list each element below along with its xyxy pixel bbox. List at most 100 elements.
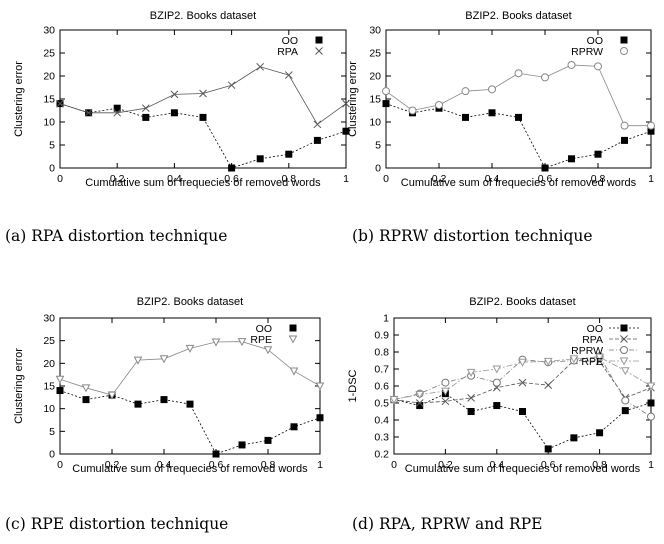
data-point	[621, 407, 629, 415]
data-point	[263, 346, 273, 355]
y-tick-label: 20	[369, 71, 381, 83]
x-tick-label: 0.4	[489, 459, 504, 471]
data-point	[107, 391, 117, 400]
legend-marker-stroke-b	[315, 47, 323, 55]
x-tick-label: 1	[648, 459, 654, 471]
x-axis-label: Cumulative sum of frequecies of removed …	[85, 177, 321, 189]
x-tick-label: 0.2	[438, 459, 453, 471]
legend-marker	[619, 357, 629, 366]
data-point	[284, 71, 293, 79]
data-point	[133, 356, 143, 365]
data-point-stroke-b	[56, 99, 64, 108]
y-tick-label: 5	[375, 140, 381, 152]
x-axis-label: Cumulative sum of frequecies of removed …	[405, 463, 641, 475]
x-tick-label: 0.8	[261, 459, 276, 471]
data-point	[160, 396, 168, 404]
data-point	[435, 100, 443, 109]
data-point	[56, 387, 64, 395]
data-point	[441, 378, 450, 387]
data-point-stroke-b	[284, 71, 293, 79]
series-line	[385, 103, 652, 169]
chart-title: BZIP2. Books dataset	[469, 296, 575, 308]
chart-title: BZIP2. Books dataset	[465, 10, 571, 22]
legend-label: OO	[282, 35, 298, 47]
x-tick-label: 0.4	[157, 459, 172, 471]
data-point	[570, 434, 578, 442]
data-point	[415, 391, 425, 400]
series-oo	[382, 100, 655, 172]
chart-title: BZIP2. Books dataset	[137, 296, 243, 308]
data-point	[342, 127, 350, 135]
data-point	[488, 109, 496, 117]
y-tick-label: 15	[369, 94, 381, 106]
y-tick-label: 5	[49, 140, 55, 152]
y-tick-label: 25	[43, 335, 55, 347]
data-point	[647, 121, 655, 130]
data-point	[544, 381, 553, 390]
legend-marker	[315, 47, 323, 55]
x-tick-label: 0.2	[110, 173, 125, 185]
data-point	[289, 367, 299, 376]
data-point	[514, 69, 523, 78]
data-point	[519, 408, 526, 415]
legend-label: OO	[587, 323, 603, 335]
data-point	[620, 121, 629, 130]
chart-panel-1: BZIP2. Books dataset 0 5 10 15 20 25 30 0 0.2 0.4 0…	[5, 10, 350, 245]
x-tick-label: 0.4	[485, 173, 500, 185]
data-point	[647, 399, 655, 407]
y-tick-label: 10	[43, 403, 55, 415]
legend-label: RPRW	[571, 345, 603, 357]
data-point	[567, 60, 576, 69]
data-point	[492, 378, 501, 387]
series-line	[59, 103, 347, 169]
data-point	[493, 402, 501, 410]
plot-frame	[385, 29, 652, 169]
legend-marker	[620, 36, 628, 44]
data-point	[543, 357, 553, 366]
legend-label: RPA	[277, 46, 298, 58]
data-point	[82, 396, 90, 404]
data-point	[313, 136, 321, 144]
data-point	[568, 155, 575, 163]
data-point	[416, 402, 424, 410]
data-point	[441, 387, 450, 396]
legend-marker	[289, 324, 297, 332]
data-point	[81, 384, 91, 393]
x-tick-label: 0.6	[209, 459, 224, 471]
series-oo	[56, 387, 324, 458]
data-point	[313, 120, 322, 129]
series-line	[393, 393, 652, 450]
data-point	[646, 382, 656, 391]
data-point	[389, 396, 399, 405]
data-point	[84, 108, 93, 117]
y-tick-label: 0	[375, 163, 381, 175]
x-tick-label: 0.2	[432, 173, 447, 185]
data-point-stroke-b	[256, 62, 265, 71]
data-point	[228, 164, 236, 172]
y-tick-label: 0.7	[374, 364, 389, 376]
x-tick-label: 1	[317, 459, 323, 471]
x-axis-label: Cumulative sum of frequecies of removed …	[72, 463, 308, 475]
data-point	[595, 353, 604, 362]
chart-panel-4: BZIP2. Books dataset 0.2 0.3 0.4 0.5 0.6 0.7 0.…	[347, 296, 656, 533]
data-point-stroke-b	[227, 81, 236, 90]
data-point	[212, 450, 220, 458]
data-point-stroke-b	[199, 89, 207, 98]
data-point	[441, 397, 450, 406]
data-point	[647, 412, 655, 421]
data-point	[55, 375, 65, 384]
legend-label: RPE	[250, 334, 272, 346]
x-tick-label: 0	[57, 459, 63, 471]
x-tick-label: 0.2	[105, 459, 120, 471]
legend-label: OO	[587, 35, 603, 47]
data-point	[285, 150, 293, 158]
data-point-stroke-b	[518, 378, 527, 387]
series-rpe	[389, 353, 656, 405]
y-tick-label: 15	[43, 381, 55, 393]
legend-marker	[620, 324, 628, 332]
y-tick-label: 10	[43, 117, 55, 129]
data-point	[256, 62, 265, 71]
data-point	[256, 155, 264, 163]
y-axis-label: 1-DSC	[347, 369, 359, 402]
